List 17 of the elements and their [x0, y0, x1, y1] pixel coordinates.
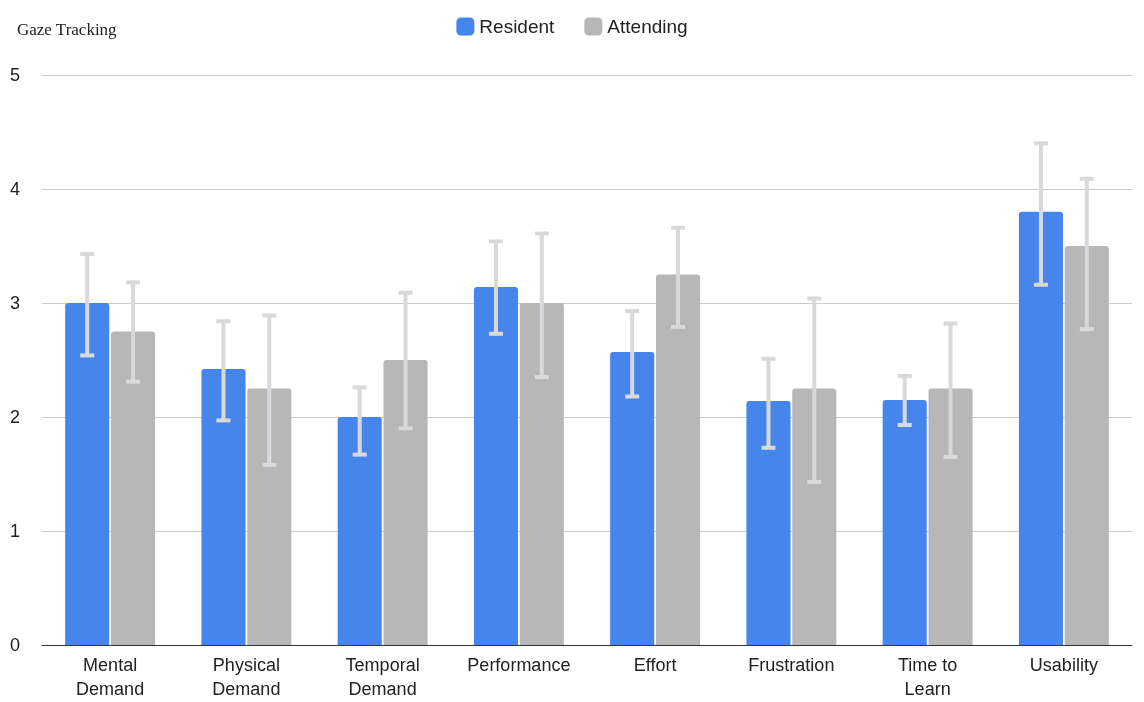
x-tick-label: Mental Demand — [76, 655, 145, 699]
legend-label: Resident — [479, 16, 556, 37]
legend-label: Attending — [607, 16, 688, 37]
y-tick-label: 4 — [9, 179, 20, 199]
y-tick-label: 5 — [9, 65, 20, 85]
y-tick-label: 3 — [9, 293, 20, 313]
x-tick-label: Physical Demand — [212, 655, 281, 699]
x-tick-label: Temporal Demand — [345, 655, 420, 699]
y-tick-label: 1 — [9, 521, 20, 541]
chart-title: Gaze Tracking — [17, 20, 118, 39]
x-tick-label: Time to Learn — [897, 655, 958, 699]
x-tick-label: Performance — [467, 655, 571, 675]
x-tick-label: Frustration — [748, 655, 835, 675]
x-tick-label: Effort — [633, 655, 677, 675]
y-tick-label: 0 — [9, 635, 20, 655]
x-tick-label: Usability — [1029, 655, 1098, 675]
y-tick-label: 2 — [9, 407, 20, 427]
